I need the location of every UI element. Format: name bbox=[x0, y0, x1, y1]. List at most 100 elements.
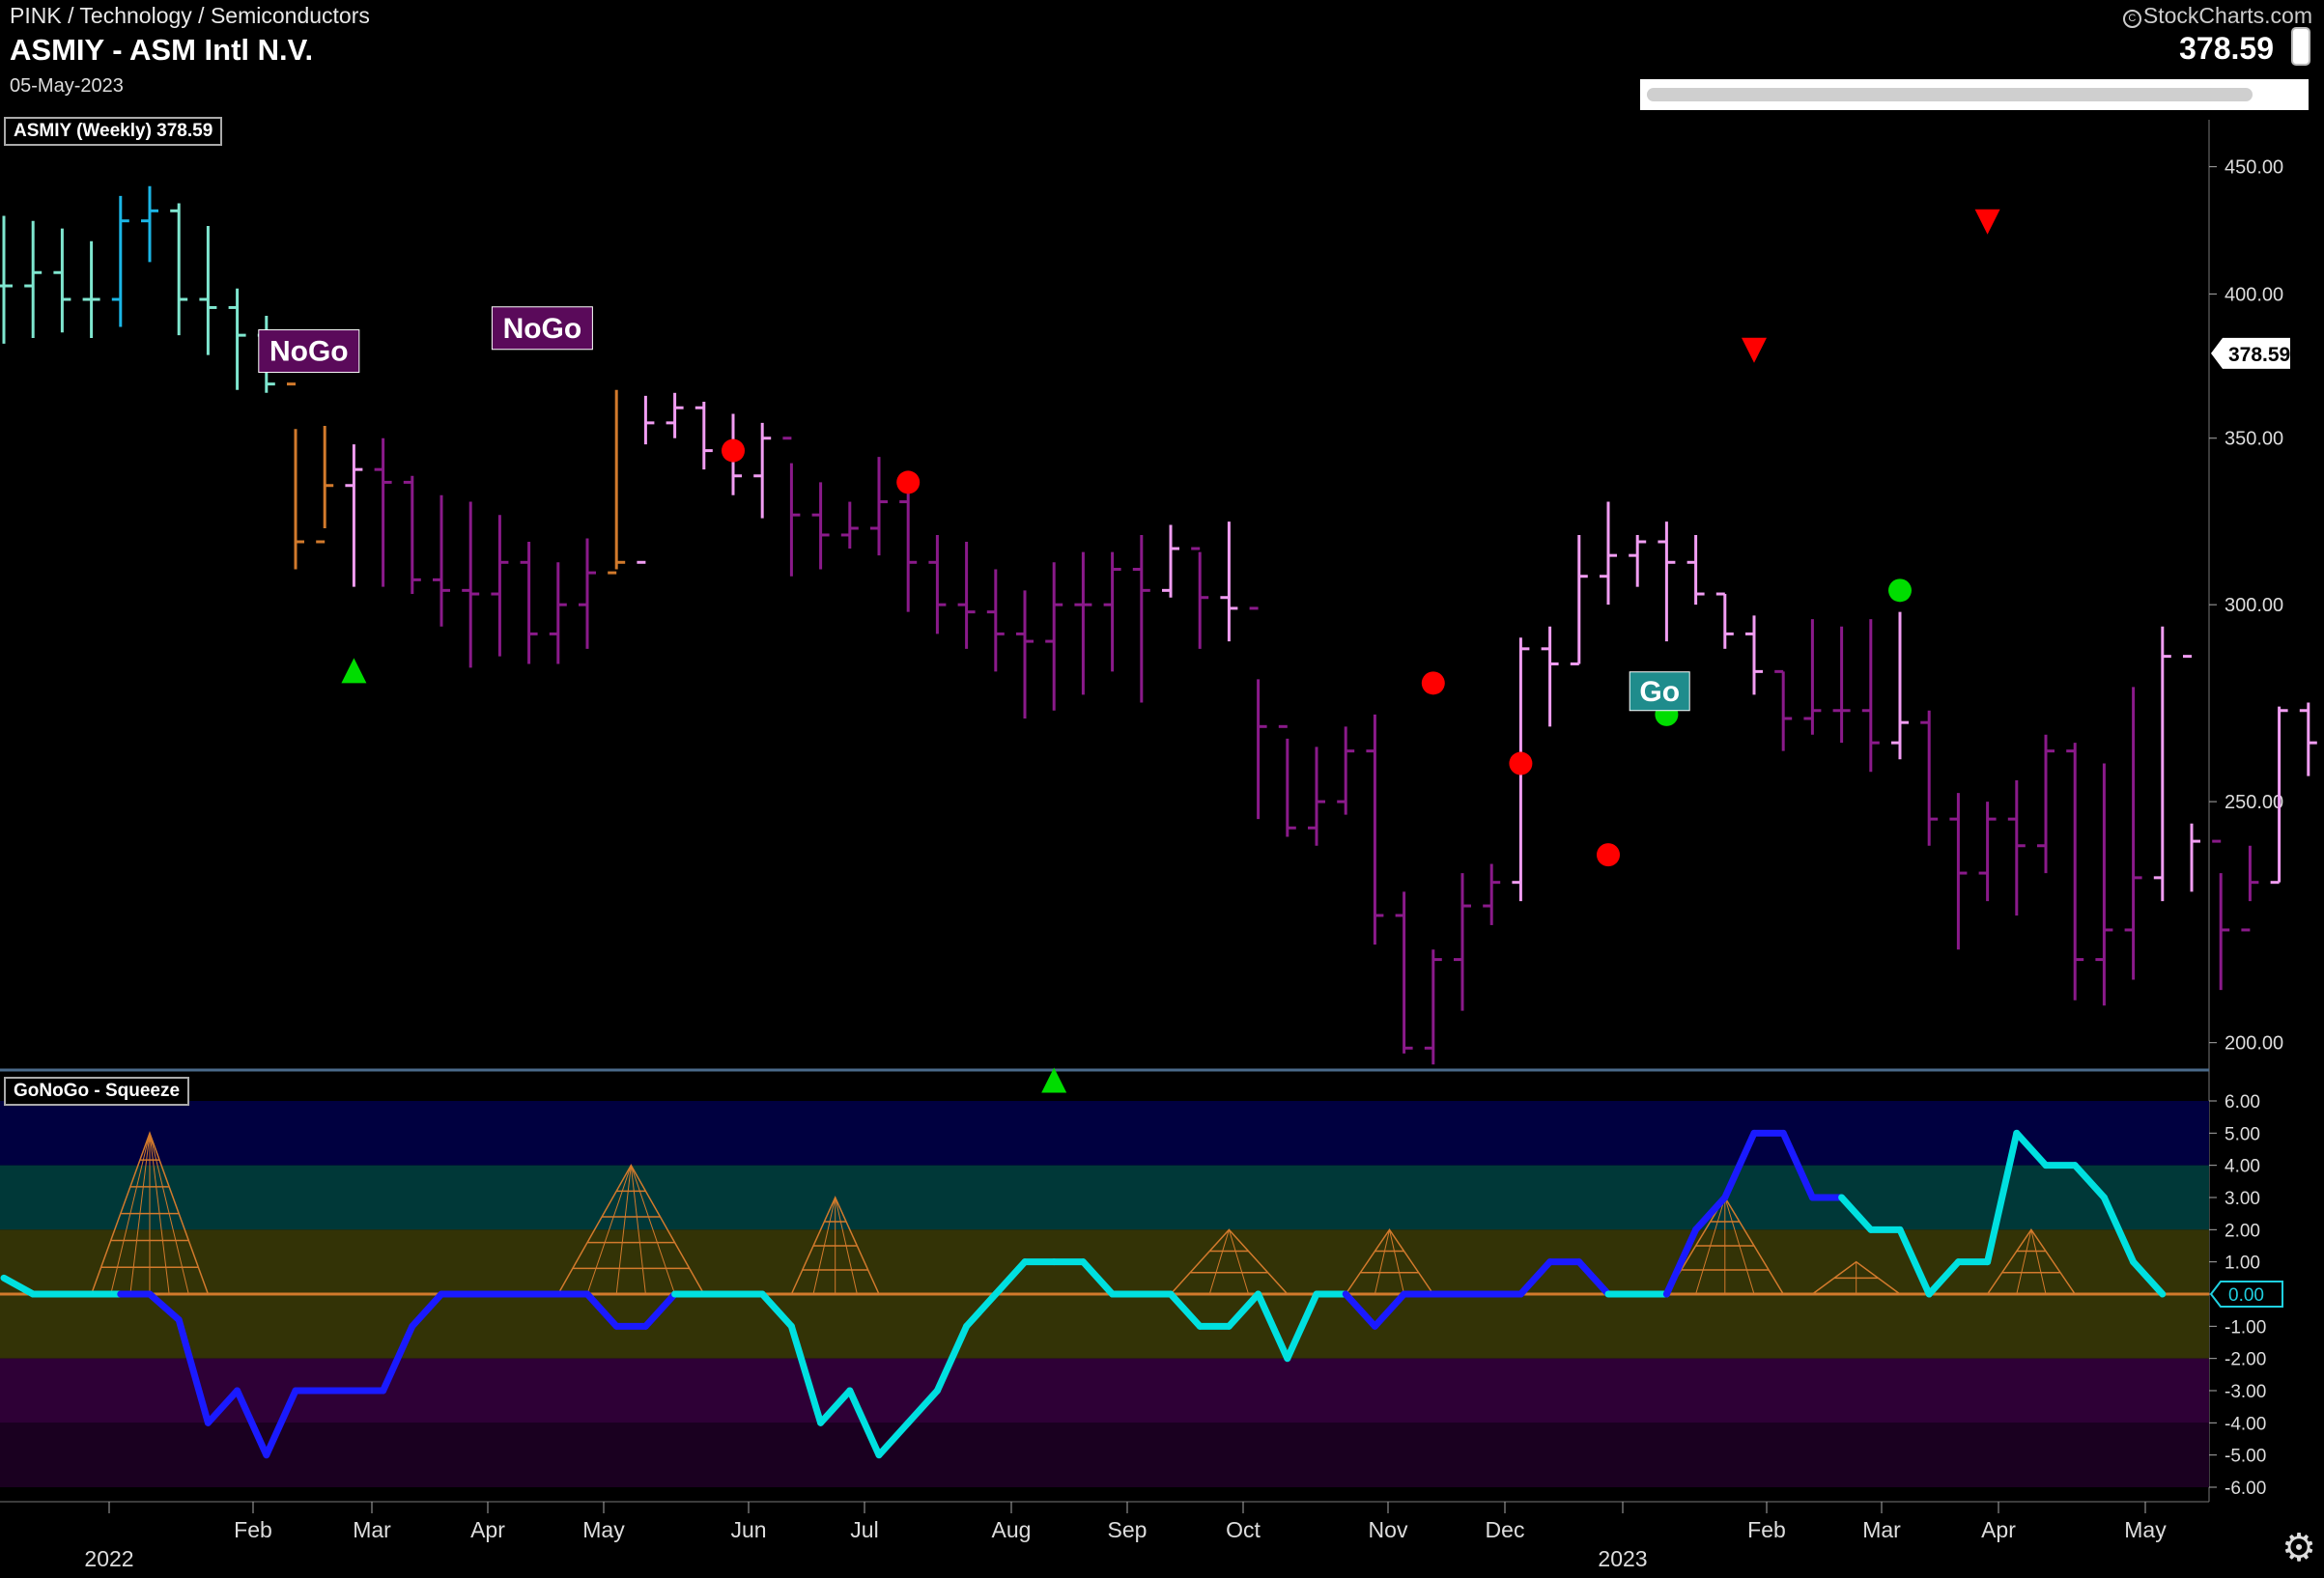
x-month-label: Mar bbox=[353, 1517, 391, 1542]
price-bar bbox=[811, 482, 830, 570]
price-bar bbox=[374, 437, 392, 587]
squeeze-grid-line bbox=[1695, 1197, 1726, 1295]
oscillator-segment bbox=[380, 1322, 416, 1395]
price-bar bbox=[899, 492, 918, 612]
squeeze-grid-line bbox=[1374, 1229, 1390, 1295]
oscillator-segment bbox=[1079, 1258, 1117, 1298]
x-month-label: Dec bbox=[1486, 1517, 1525, 1542]
squeeze-grid-line bbox=[149, 1133, 170, 1295]
category-breadcrumb: PINK / Technology / Semiconductors bbox=[10, 3, 370, 28]
price-bar bbox=[82, 240, 100, 339]
oscillator-segment bbox=[1225, 1290, 1262, 1330]
oscillator-segment bbox=[146, 1290, 183, 1324]
oscillator-segment bbox=[1721, 1129, 1758, 1201]
squeeze-grid-line bbox=[812, 1197, 836, 1295]
symbol-name: ASMIY - ASM Intl N.V. bbox=[10, 33, 314, 67]
copyright-icon: C bbox=[2122, 10, 2141, 28]
price-bar bbox=[1658, 521, 1676, 642]
price-bar bbox=[1308, 747, 1325, 846]
trend-label: NoGo bbox=[503, 313, 582, 345]
price-bar bbox=[1978, 802, 1997, 902]
oscillator-segment bbox=[1516, 1258, 1554, 1298]
oscillator-segment bbox=[583, 1290, 620, 1330]
price-bar bbox=[2153, 626, 2171, 902]
oscillator-segment bbox=[875, 1419, 912, 1459]
osc-y-tick-label: -3.00 bbox=[2225, 1382, 2266, 1402]
signal-dot bbox=[1509, 751, 1533, 775]
oscillator-segment bbox=[2013, 1129, 2050, 1169]
osc-y-tick-label: -6.00 bbox=[2225, 1479, 2266, 1499]
price-bar bbox=[2066, 743, 2084, 1000]
price-bar bbox=[2212, 839, 2230, 991]
x-year-label: 2022 bbox=[84, 1546, 133, 1571]
price-bar bbox=[840, 501, 859, 549]
oscillator-segment bbox=[904, 1387, 941, 1426]
price-bar bbox=[1745, 615, 1763, 695]
oscillator-segment bbox=[1371, 1290, 1408, 1330]
price-bar bbox=[0, 215, 13, 344]
price-bar bbox=[316, 426, 334, 544]
price-bar bbox=[520, 541, 538, 664]
settings-gear-icon[interactable]: ⚙ bbox=[2281, 1527, 2316, 1569]
trend-label: Go bbox=[1639, 676, 1680, 708]
price-bar bbox=[579, 538, 596, 649]
price-bar bbox=[666, 392, 684, 438]
oscillator-segment bbox=[1984, 1129, 2021, 1266]
squeeze-grid-line bbox=[2030, 1229, 2047, 1295]
price-bar bbox=[2095, 763, 2113, 1006]
trend-label-box bbox=[1629, 671, 1690, 712]
price-bar bbox=[1074, 551, 1092, 695]
price-bar bbox=[1600, 501, 1617, 606]
x-month-label: May bbox=[582, 1517, 625, 1542]
x-month-label: Apr bbox=[1981, 1517, 2016, 1542]
price-bar bbox=[957, 541, 976, 649]
price-bar bbox=[1278, 724, 1296, 837]
y-tick-label: 350.00 bbox=[2225, 429, 2283, 450]
price-bar bbox=[1424, 949, 1442, 1065]
signal-dot bbox=[722, 438, 745, 463]
price-bar bbox=[870, 457, 888, 556]
squeeze-grid-line bbox=[149, 1133, 189, 1295]
oscillator-segment bbox=[1838, 1194, 1875, 1233]
y-tick-label: 200.00 bbox=[2225, 1033, 2283, 1055]
oscillator-segment bbox=[1662, 1226, 1700, 1298]
price-bar bbox=[111, 195, 129, 327]
indicator-panel-label: GoNoGo - Squeeze bbox=[4, 1077, 190, 1106]
price-bar bbox=[1454, 873, 1471, 1011]
oscillator-segment bbox=[787, 1322, 825, 1426]
oscillator-segment bbox=[963, 1290, 1000, 1330]
squeeze-grid-line bbox=[630, 1165, 676, 1295]
price-bar bbox=[1249, 606, 1267, 820]
price-panel-label: ASMIY (Weekly) 378.59 bbox=[4, 117, 223, 146]
x-month-label: Aug bbox=[992, 1517, 1032, 1542]
oscillator-value-tag bbox=[2209, 1281, 2283, 1308]
signal-dot bbox=[1597, 843, 1620, 867]
copyright-text: StockCharts.com bbox=[2142, 3, 2312, 28]
y-tick-label: 400.00 bbox=[2225, 284, 2283, 305]
squeeze-grid-line bbox=[1208, 1229, 1230, 1295]
last-price: 378.59 bbox=[2179, 31, 2274, 66]
price-bar bbox=[491, 515, 509, 657]
price-bar bbox=[1541, 626, 1559, 727]
zoom-scroll-handle[interactable] bbox=[1647, 88, 2253, 101]
price-bar bbox=[170, 203, 188, 336]
price-bar bbox=[2007, 779, 2026, 916]
last-price-tag bbox=[2211, 337, 2290, 369]
oscillator-segment bbox=[409, 1290, 445, 1330]
trend-label-box bbox=[491, 306, 593, 351]
oscillator-segment bbox=[758, 1290, 795, 1330]
oscillator-segment bbox=[641, 1290, 679, 1330]
osc-y-tick-label: -5.00 bbox=[2225, 1447, 2266, 1467]
copyright-label[interactable]: C StockCharts.com bbox=[2122, 3, 2312, 29]
oscillator-value-text: 0.00 bbox=[2228, 1285, 2264, 1306]
price-bar bbox=[228, 288, 246, 390]
osc-y-tick-label: 3.00 bbox=[2225, 1189, 2260, 1209]
oscillator-segment bbox=[263, 1387, 299, 1459]
price-bar bbox=[1949, 793, 1968, 950]
squeeze-grid-line bbox=[129, 1133, 151, 1295]
x-month-label: Feb bbox=[234, 1517, 272, 1542]
vertical-scroll-handle[interactable] bbox=[2291, 27, 2310, 66]
squeeze-grid-line bbox=[615, 1165, 632, 1295]
price-bar bbox=[1803, 619, 1822, 735]
